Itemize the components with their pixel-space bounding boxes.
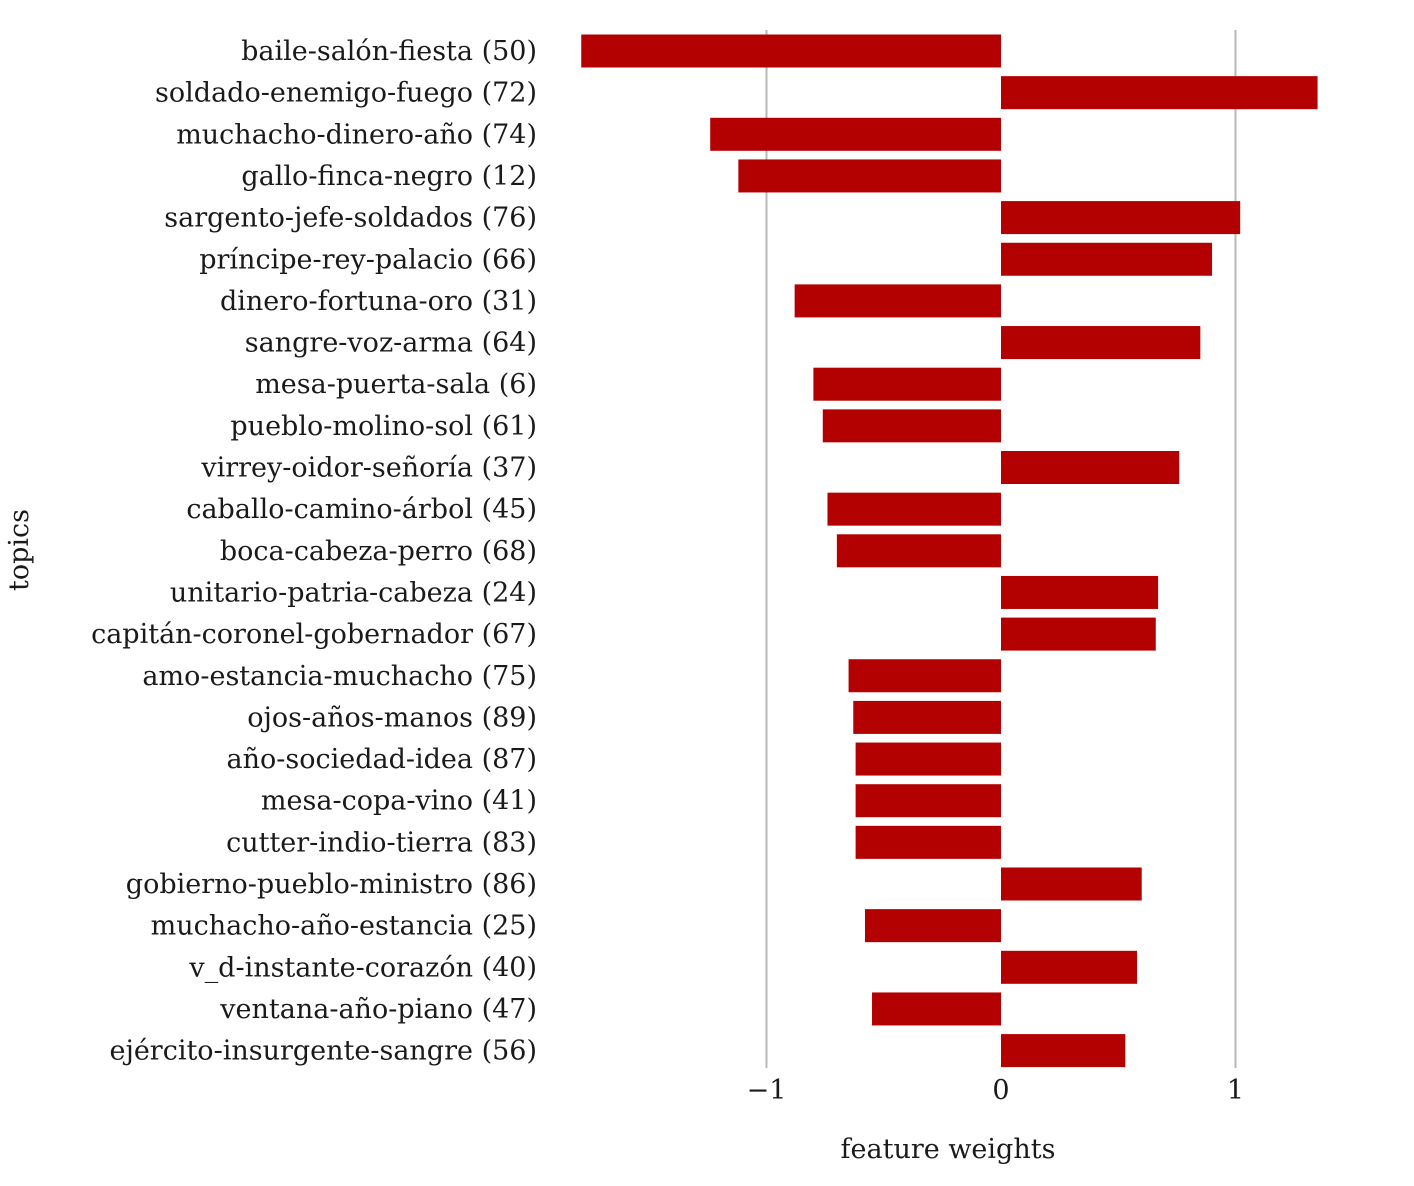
category-label: boca-cabeza-perro (68) [220, 536, 537, 567]
x-tick-label: −1 [747, 1075, 787, 1106]
category-label: ejército-insurgente-sangre (56) [109, 1036, 537, 1067]
bar [581, 34, 1001, 68]
x-tick-labels: −1 0 1 [747, 1075, 1245, 1106]
category-label: mesa-copa-vino (41) [261, 786, 537, 817]
category-label: sargento-jefe-soldados (76) [164, 203, 537, 234]
category-label: soldado-enemigo-fuego (72) [155, 78, 537, 109]
category-label: ventana-año-piano (47) [219, 994, 537, 1025]
category-label: virrey-oidor-señoría (37) [200, 453, 537, 484]
bar [1001, 201, 1241, 235]
bar [827, 492, 1001, 526]
category-label: muchacho-año-estancia (25) [151, 911, 537, 942]
category-labels: baile-salón-fiesta (50) soldado-enemigo-f… [91, 36, 537, 1067]
bar [1001, 950, 1138, 984]
bar [1001, 451, 1180, 484]
bar [853, 700, 1001, 734]
bar [1001, 1034, 1126, 1068]
bar [1001, 326, 1201, 360]
bar [1001, 76, 1318, 110]
bar [1001, 575, 1159, 609]
bar [794, 284, 1001, 318]
bar [855, 825, 1001, 859]
bar [855, 742, 1001, 776]
bar [822, 409, 1001, 443]
bar [864, 909, 1001, 943]
category-label: cutter-indio-tierra (83) [226, 827, 537, 858]
bar [1001, 867, 1142, 901]
x-tick-label: 0 [992, 1075, 1009, 1106]
category-label: unitario-patria-cabeza (24) [170, 577, 537, 608]
category-label: muchacho-dinero-año (74) [176, 119, 537, 150]
category-label: pueblo-molino-sol (61) [230, 411, 537, 442]
bar [710, 117, 1001, 151]
bar [836, 534, 1001, 568]
bar [1001, 617, 1156, 651]
category-label: gallo-finca-negro (12) [241, 161, 537, 192]
x-tick-label: 1 [1227, 1075, 1244, 1106]
x-axis-title: feature weights [841, 1134, 1056, 1165]
bar [855, 784, 1001, 818]
bar [1001, 242, 1213, 276]
category-label: príncipe-rey-palacio (66) [199, 244, 537, 275]
bars [581, 34, 1318, 1068]
category-label: amo-estancia-muchacho (75) [142, 661, 537, 692]
category-label: año-sociedad-idea (87) [227, 744, 538, 775]
category-label: caballo-camino-árbol (45) [186, 494, 537, 525]
bar [872, 992, 1001, 1026]
category-label: gobierno-pueblo-ministro (86) [126, 869, 537, 900]
category-label: baile-salón-fiesta (50) [241, 36, 537, 67]
category-label: ojos-años-manos (89) [247, 702, 537, 733]
bar [848, 659, 1001, 693]
category-label: v_d-instante-corazón (40) [188, 952, 537, 983]
category-label: capitán-coronel-gobernador (67) [91, 619, 537, 650]
category-label: sangre-voz-arma (64) [245, 328, 537, 359]
bar [738, 159, 1001, 193]
y-axis-title: topics [4, 509, 35, 591]
bar [813, 367, 1001, 401]
category-label: mesa-puerta-sala (6) [255, 369, 537, 400]
category-label: dinero-fortuna-oro (31) [220, 286, 537, 317]
